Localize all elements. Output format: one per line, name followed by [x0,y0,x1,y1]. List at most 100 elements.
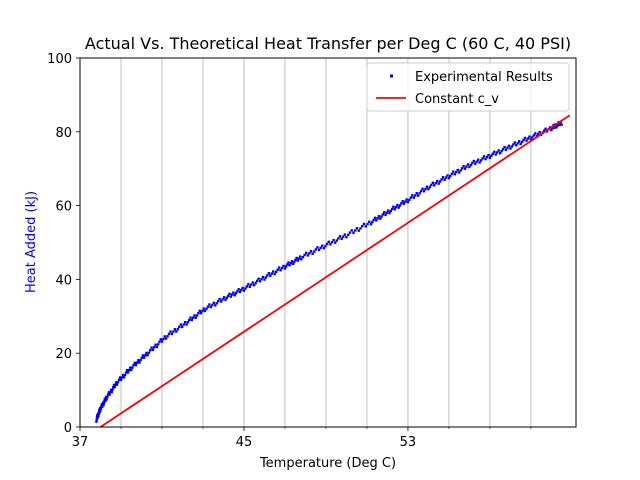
experimental-point [525,139,528,142]
experimental-point [416,194,420,197]
experimental-point [488,156,492,159]
experimental-point [409,196,413,199]
experimental-point [283,267,287,270]
experimental-point [542,129,546,132]
experimental-point [316,246,319,249]
experimental-point [154,343,157,346]
experimental-point [180,325,184,329]
experimental-point [95,420,98,423]
experimental-point [132,363,135,367]
experimental-point [107,391,111,394]
experimental-point [371,220,374,224]
experimental-point [131,366,134,369]
experimental-point [263,278,266,281]
experimental-point [135,361,139,364]
experimental-point [322,246,326,250]
experimental-point [424,187,427,191]
experimental-point [301,255,305,259]
experimental-point [329,243,332,246]
experimental-point [96,416,99,419]
experimental-point [324,244,327,248]
experimental-point [108,393,111,396]
experimental-point [477,158,480,161]
experimental-point [124,371,128,374]
experimental-point [221,298,224,301]
experimental-point [402,202,406,205]
experimental-point [298,255,302,258]
chart-title: Actual Vs. Theoretical Heat Transfer per… [85,34,571,53]
experimental-point [149,348,152,352]
experimental-point [297,257,301,260]
experimental-point [98,411,101,414]
experimental-point [469,163,473,167]
experimental-point [179,323,182,326]
experimental-point [261,275,265,279]
experimental-point [202,307,205,310]
experimental-point [212,301,216,305]
experimental-point [159,338,163,341]
experimental-point [162,337,165,341]
experimental-point [218,297,221,301]
experimental-point [130,368,133,372]
experimental-point [392,205,395,208]
axes-frame [79,57,577,428]
experimental-point [462,164,465,168]
experimental-point [254,281,257,285]
experimental-point [153,346,156,349]
experimental-point [550,128,553,132]
experimental-point [99,407,103,410]
experimental-point [140,356,143,360]
experimental-point [106,395,109,399]
experimental-point [357,229,360,232]
experimental-point [422,190,426,193]
experimental-point [405,198,408,201]
experimental-point [280,266,284,270]
experimental-point [490,154,493,157]
experimental-point [247,283,250,286]
experimental-point [396,203,399,207]
experimental-point [327,240,330,244]
experimental-point [560,123,563,126]
experimental-point [544,127,547,130]
experimental-point [183,321,187,324]
experimental-point [110,390,113,394]
experimental-point [248,285,252,288]
experimental-point [528,135,531,138]
experimental-point [434,181,437,185]
experimental-point [321,244,324,247]
experimental-point [102,403,105,407]
experimental-point [288,263,291,267]
experimental-point [443,178,446,181]
experimental-point [517,140,521,143]
experimental-point [286,263,289,266]
experimental-point [516,142,519,145]
experimental-point [428,185,432,189]
experimental-point [510,145,514,148]
experimental-point [436,179,439,183]
experimental-point [206,305,210,308]
y-tick-label: 80 [55,126,72,141]
experimental-point [119,378,123,382]
experimental-point [238,290,242,294]
experimental-point [208,303,211,306]
experimental-point [139,358,142,362]
experimental-point [111,388,114,391]
experimental-point [504,148,508,152]
experimental-point [160,340,164,343]
experimental-point [300,258,303,261]
y-tick-label: 0 [64,421,72,436]
experimental-point [158,340,161,344]
x-tick-label: 37 [72,435,89,450]
experimental-point [253,283,256,287]
experimental-point [437,182,440,185]
experimental-point [101,405,104,408]
y-axis-label: Heat Added (kJ) [24,191,39,293]
experimental-point [193,314,196,317]
experimental-point [308,252,311,255]
experimental-point [188,318,191,322]
experimental-point [531,136,534,139]
experimental-point [421,187,424,191]
experimental-point [373,216,377,220]
experimental-point [240,288,243,292]
experimental-point [463,167,467,170]
